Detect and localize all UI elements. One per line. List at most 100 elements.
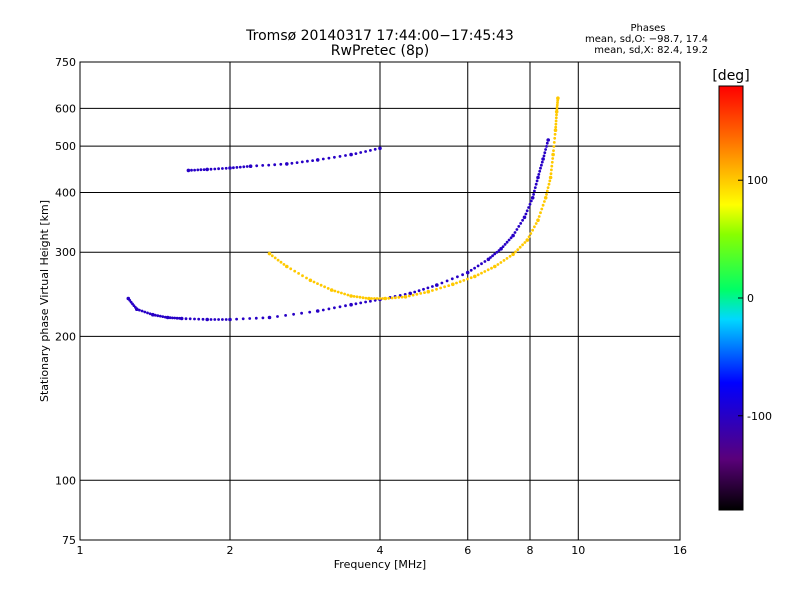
data-point (301, 274, 304, 278)
grid (80, 62, 680, 540)
data-point (153, 313, 157, 317)
data-point (542, 154, 546, 158)
data-point (361, 296, 365, 300)
data-point (543, 200, 546, 203)
data-point (473, 266, 476, 270)
data-point (289, 267, 293, 271)
x-tick-label: 6 (464, 544, 471, 557)
data-point (354, 302, 358, 306)
data-point (505, 257, 509, 260)
data-point (534, 222, 538, 225)
data-point (344, 304, 347, 308)
data-point (196, 168, 200, 172)
data-point (447, 284, 451, 287)
data-point (148, 312, 152, 316)
data-point (469, 268, 473, 272)
data-point (543, 196, 548, 200)
y-tick-label: 400 (55, 186, 76, 199)
data-point (540, 160, 544, 164)
data-point (321, 157, 325, 161)
data-point (550, 168, 553, 172)
data-point (527, 206, 530, 209)
data-point (521, 218, 524, 222)
colorbar-ticks: 100 0 -100 (738, 174, 772, 423)
x-tick-label: 2 (227, 544, 234, 557)
data-point (295, 161, 299, 165)
data-point (509, 236, 513, 240)
data-point (529, 232, 533, 235)
data-point (502, 259, 506, 262)
data-point (551, 152, 555, 157)
data-point (327, 307, 331, 311)
data-point (197, 317, 201, 321)
data-point (431, 285, 434, 288)
colorbar-label: [deg] (712, 68, 749, 84)
data-point (499, 261, 503, 264)
data-point (168, 316, 172, 320)
data-point (327, 156, 331, 160)
data-point (435, 283, 439, 287)
data-point (508, 254, 512, 258)
data-point (276, 258, 280, 262)
data-point (489, 256, 492, 259)
data-point (300, 311, 303, 315)
data-point (400, 295, 404, 299)
data-point (423, 291, 426, 294)
x-tick-label: 1 (77, 544, 84, 557)
data-point (338, 155, 342, 158)
data-point (499, 247, 503, 251)
data-point (530, 196, 535, 200)
data-point (511, 252, 515, 257)
data-point (333, 289, 337, 293)
data-point (486, 268, 490, 272)
data-point (531, 228, 534, 232)
data-point (511, 233, 515, 238)
data-point (455, 281, 458, 285)
data-point (525, 238, 530, 242)
x-tick-label: 8 (527, 544, 534, 557)
data-point (545, 189, 549, 193)
data-point (349, 152, 353, 157)
y-tick-label: 750 (55, 56, 76, 69)
data-point (533, 225, 536, 229)
data-point (548, 179, 552, 183)
data-point (333, 306, 336, 310)
data-point (555, 108, 559, 111)
data-point (483, 260, 487, 263)
data-point (556, 96, 560, 100)
data-point (521, 243, 524, 247)
data-point (340, 291, 343, 295)
data-point (546, 138, 550, 142)
data-point (224, 318, 228, 321)
data-point (538, 169, 542, 173)
data-point (293, 269, 297, 273)
data-point (539, 211, 542, 215)
data-point (143, 310, 147, 314)
data-point (205, 317, 209, 322)
colorbar-tick-label: 0 (747, 292, 754, 305)
data-point (242, 165, 246, 169)
data-point (536, 175, 540, 180)
data-point (540, 207, 544, 211)
plot-frame (79, 61, 681, 541)
data-point (539, 166, 542, 170)
data-point (364, 300, 367, 304)
data-point (358, 295, 362, 299)
data-point (554, 116, 558, 120)
data-point (517, 225, 521, 228)
x-tick-label: 4 (377, 544, 384, 557)
data-point (469, 276, 473, 280)
data-point (528, 202, 532, 206)
x-tick-labels: 1 2 4 6 8 10 16 (77, 544, 688, 557)
data-point (413, 290, 417, 294)
data-point (188, 317, 192, 321)
data-point (217, 318, 221, 321)
data-point (221, 318, 224, 321)
data-point (440, 281, 444, 285)
data-point (555, 103, 559, 107)
phases-line-x: mean, sd,X: 82.4, 19.2 (594, 45, 708, 56)
data-point (411, 293, 415, 297)
data-point (305, 276, 308, 280)
y-tick-label: 75 (62, 534, 76, 547)
data-point (507, 238, 511, 242)
